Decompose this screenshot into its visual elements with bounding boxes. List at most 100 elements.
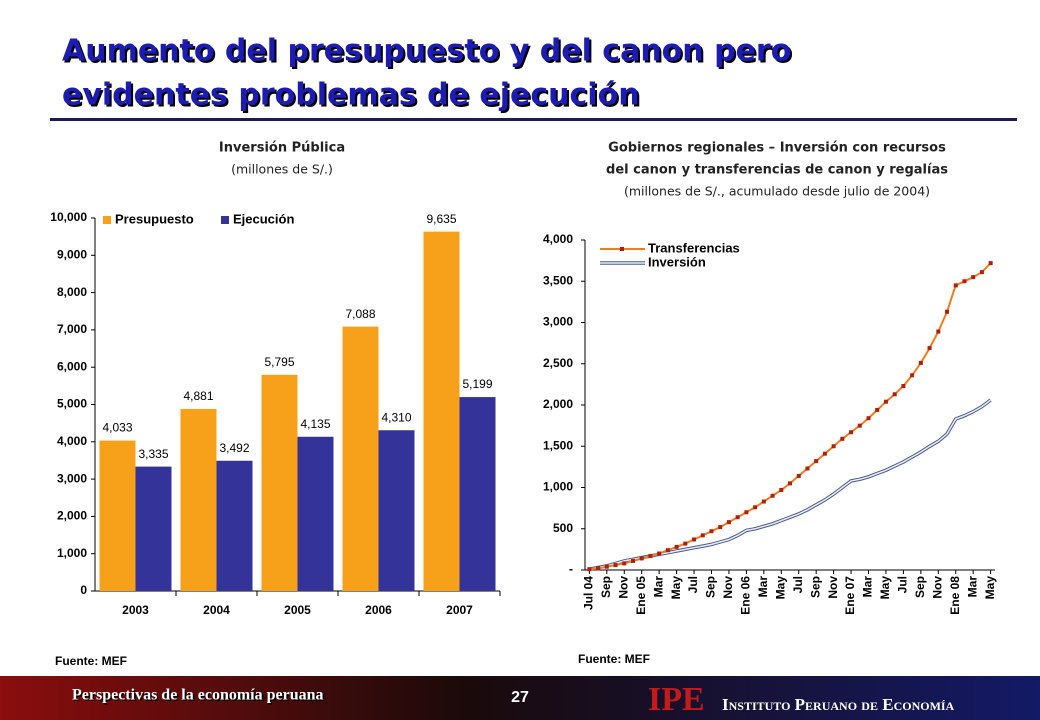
marker [665, 548, 670, 553]
y-tick-label: 6,000 [57, 359, 87, 373]
bar [423, 231, 460, 591]
marker [988, 261, 993, 266]
marker [979, 270, 984, 275]
x-tick-label: Nov [721, 576, 735, 599]
x-tick-label: Sep [704, 576, 718, 598]
x-tick-label: 2007 [446, 603, 473, 617]
legend-swatch [103, 216, 111, 224]
bar [135, 466, 172, 591]
chart-title: Gobiernos regionales – Inversión con rec… [608, 141, 946, 156]
y-tick-label: 3,500 [543, 273, 573, 287]
marker [587, 567, 592, 572]
x-tick-label: Nov [616, 576, 630, 599]
marker [945, 309, 950, 314]
slide-title: Aumento del presupuesto y del canon pero [62, 34, 791, 69]
marker [849, 430, 854, 435]
footer-text: Perspectivas de la economía peruana [72, 687, 324, 704]
chart-subtitle: (millones de S/., acumulado desde julio … [624, 184, 930, 199]
marker [831, 444, 836, 449]
chart-subtitle: (millones de S/.) [231, 162, 333, 177]
x-tick-label: Jul [791, 576, 805, 593]
bar [297, 436, 334, 591]
bar [342, 326, 379, 591]
marker [805, 466, 810, 471]
value-label: 4,881 [183, 389, 213, 403]
x-tick-label: Sep [913, 576, 927, 598]
marker [971, 275, 976, 280]
value-label: 4,135 [300, 417, 330, 431]
x-tick-label: Jul 04 [582, 576, 596, 610]
y-tick-label: 10,000 [50, 210, 87, 224]
marker [692, 537, 697, 542]
x-tick-label: May [669, 576, 683, 600]
y-tick-label: 5,000 [57, 397, 87, 411]
value-label: 5,199 [462, 377, 492, 391]
marker [735, 515, 740, 520]
value-label: 4,310 [381, 410, 411, 424]
title-rule [50, 118, 1017, 121]
y-tick-label: 4,000 [57, 434, 87, 448]
y-tick-label: 3,000 [543, 315, 573, 329]
marker [630, 558, 635, 563]
x-tick-label: Sep [808, 576, 822, 598]
value-label: 9,635 [426, 212, 456, 226]
marker [657, 551, 662, 556]
bar [459, 397, 496, 591]
y-tick-label: - [569, 562, 573, 576]
x-tick-label: Jul [896, 576, 910, 593]
marker [814, 459, 819, 464]
marker [910, 373, 915, 378]
marker [962, 279, 967, 284]
legend-marker [620, 247, 624, 251]
marker [788, 481, 792, 486]
x-tick-label: 2003 [122, 603, 149, 617]
x-tick-label: Ene 06 [739, 576, 753, 615]
x-tick-label: 2006 [365, 603, 392, 617]
x-tick-label: Ene 08 [948, 576, 962, 615]
x-tick-label: Mar [861, 576, 875, 598]
x-tick-label: Sep [599, 576, 613, 598]
x-tick-label: May [983, 576, 997, 600]
marker [936, 329, 941, 334]
y-tick-label: 2,000 [543, 397, 573, 411]
page-number: 27 [511, 689, 529, 706]
x-tick-label: Nov [930, 576, 944, 599]
institute-name: Instituto Peruano de Economía [722, 695, 955, 714]
y-tick-label: 1,500 [543, 438, 573, 452]
y-tick-label: 1,000 [57, 546, 87, 560]
line [589, 262, 992, 571]
slide-title: evidentes problemas de ejecución [62, 78, 640, 113]
legend-label: Presupuesto [115, 211, 194, 226]
value-label: 5,795 [264, 355, 294, 369]
marker [622, 561, 627, 566]
bar [378, 430, 415, 591]
y-tick-label: 500 [553, 521, 573, 535]
marker [726, 520, 731, 525]
marker [744, 510, 749, 515]
marker [927, 346, 932, 351]
marker [753, 505, 758, 510]
value-label: 4,033 [102, 421, 132, 435]
bar [216, 460, 253, 591]
source: Fuente: MEF [55, 654, 127, 668]
marker [796, 473, 801, 478]
marker [918, 360, 923, 365]
marker [639, 556, 644, 561]
value-label: 3,492 [219, 441, 249, 455]
title-shadow: evidentes problemas de ejecución [64, 80, 642, 115]
y-tick-label: 2,000 [57, 509, 87, 523]
title-shadow: Aumento del presupuesto y del canon pero [64, 36, 793, 71]
chart-title: Inversión Pública [219, 141, 345, 156]
marker [596, 566, 601, 571]
x-tick-label: 2005 [284, 603, 311, 617]
y-tick-label: 0 [80, 583, 87, 597]
marker [822, 451, 827, 456]
marker [683, 541, 688, 546]
y-tick-label: 1,000 [543, 480, 573, 494]
legend-label: Transferencias [648, 240, 740, 255]
value-label: 3,335 [138, 447, 168, 461]
marker [840, 436, 845, 441]
marker [779, 487, 784, 492]
